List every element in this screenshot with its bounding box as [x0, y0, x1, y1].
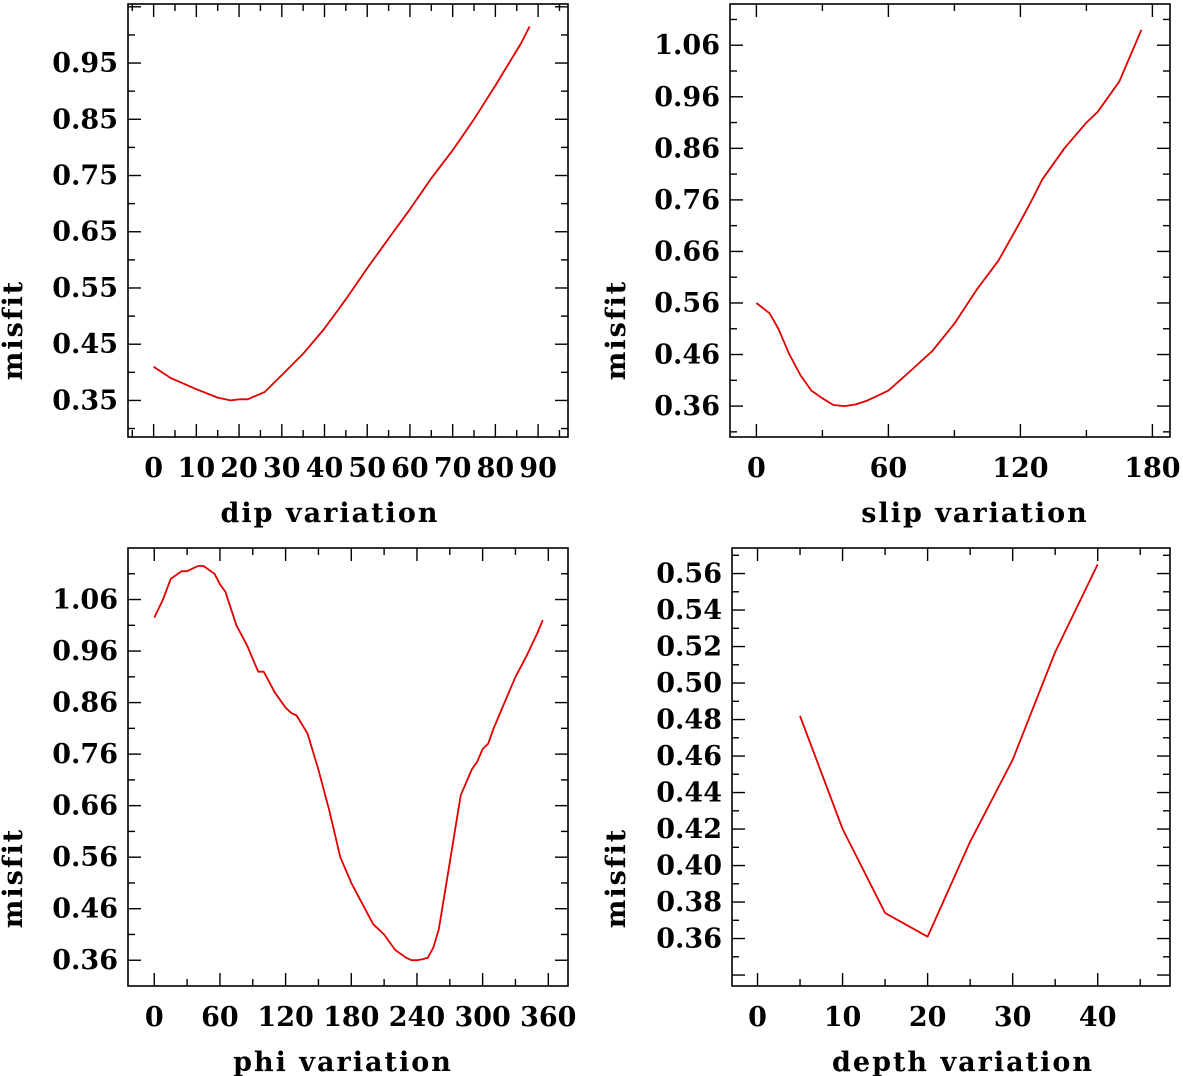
dip-y-tick-label: 0.85 — [52, 104, 118, 135]
phi-y-axis-title: misfit — [0, 828, 29, 928]
dip-y-axis-title: misfit — [0, 280, 29, 380]
depth-y-tick-label: 0.44 — [656, 778, 722, 809]
depth-y-tick-label: 0.40 — [656, 851, 722, 882]
dip-x-tick-label: 60 — [391, 453, 429, 484]
dip-x-tick-label: 80 — [477, 453, 515, 484]
depth-y-tick-label: 0.52 — [656, 632, 722, 663]
phi-y-tick-label: 0.56 — [52, 842, 118, 873]
slip-x-tick-label: 60 — [870, 453, 908, 484]
phi-x-tick-label: 300 — [454, 1002, 510, 1033]
slip-y-axis-title: misfit — [601, 280, 632, 380]
depth-misfit-line — [799, 564, 1099, 938]
phi-x-axis-title: phi variation — [233, 1047, 453, 1076]
depth-y-tick-label: 0.38 — [656, 887, 722, 918]
dip-plot-frame — [127, 3, 569, 438]
dip-y-tick-label: 0.75 — [52, 161, 118, 192]
dip-x-tick-label: 90 — [519, 453, 557, 484]
dip-panel: 0 10 20 30 40 50 60 70 80 90 0.35 0.45 0.55 0.65 0.75 0… — [0, 3, 569, 529]
slip-x-axis-title: slip variation — [861, 498, 1089, 529]
phi-y-tick-label: 0.86 — [52, 688, 118, 719]
depth-y-tick-label: 0.42 — [656, 814, 722, 845]
phi-x-tick-label: 240 — [389, 1002, 445, 1033]
depth-x-tick-label: 10 — [824, 1002, 862, 1033]
phi-y-tick-label: 0.76 — [52, 739, 118, 770]
slip-y-tick-label: 0.86 — [654, 133, 720, 164]
dip-y-tick-label: 0.55 — [52, 273, 118, 304]
phi-y-tick-label: 1.06 — [52, 585, 118, 616]
depth-y-tick-label: 0.56 — [656, 559, 722, 590]
phi-plot-frame — [127, 547, 569, 987]
dip-x-tick-label: 30 — [263, 453, 301, 484]
dip-y-tick-label: 0.65 — [52, 217, 118, 248]
slip-y-tick-label: 0.36 — [654, 391, 720, 422]
slip-y-tick-label: 0.56 — [654, 288, 720, 319]
dip-x-tick-label: 70 — [434, 453, 472, 484]
slip-misfit-line — [755, 29, 1143, 407]
slip-panel: 0 60 120 180 0.36 0.46 0.56 0.66 0.76 0.86 0.96 1.0… — [601, 3, 1181, 529]
dip-x-axis-title: dip variation — [221, 498, 440, 529]
phi-y-tick-label: 0.96 — [52, 636, 118, 667]
depth-y-tick-label: 0.50 — [656, 668, 722, 699]
dip-y-tick-label: 0.45 — [52, 329, 118, 360]
depth-x-tick-label: 30 — [994, 1002, 1032, 1033]
dip-x-tick-label: 50 — [348, 453, 386, 484]
slip-x-tick-label: 120 — [992, 453, 1048, 484]
dip-x-tick-label: 10 — [178, 453, 216, 484]
phi-x-tick-label: 0 — [145, 1002, 164, 1033]
depth-y-tick-label: 0.36 — [656, 924, 722, 955]
slip-y-tick-label: 0.76 — [654, 185, 720, 216]
dip-misfit-line — [153, 26, 531, 402]
slip-y-tick-label: 1.06 — [654, 30, 720, 61]
phi-x-tick-label: 60 — [201, 1002, 239, 1033]
depth-plot-frame — [731, 547, 1171, 987]
phi-misfit-line — [153, 565, 544, 962]
dip-x-tick-label: 0 — [144, 453, 163, 484]
dip-x-tick-label: 20 — [220, 453, 258, 484]
depth-y-tick-label: 0.48 — [656, 705, 722, 736]
slip-y-tick-label: 0.46 — [654, 340, 720, 371]
dip-x-tick-label: 40 — [306, 453, 344, 484]
slip-plot-frame — [729, 3, 1171, 438]
depth-y-axis-title: misfit — [601, 828, 632, 928]
dip-y-tick-label: 0.35 — [52, 385, 118, 416]
slip-y-tick-label: 0.66 — [654, 236, 720, 267]
dip-y-tick-label: 0.95 — [52, 48, 118, 79]
phi-x-tick-label: 120 — [257, 1002, 313, 1033]
phi-y-tick-label: 0.36 — [52, 945, 118, 976]
depth-x-tick-label: 40 — [1079, 1002, 1117, 1033]
phi-x-tick-label: 180 — [323, 1002, 379, 1033]
phi-y-tick-label: 0.46 — [52, 894, 118, 925]
slip-y-tick-label: 0.96 — [654, 82, 720, 113]
slip-x-tick-label: 0 — [747, 453, 766, 484]
phi-y-tick-label: 0.66 — [52, 791, 118, 822]
depth-x-axis-title: depth variation — [832, 1047, 1094, 1076]
slip-x-tick-label: 180 — [1124, 453, 1180, 484]
phi-x-tick-label: 360 — [520, 1002, 576, 1033]
depth-x-tick-label: 0 — [748, 1002, 767, 1033]
depth-x-tick-label: 20 — [909, 1002, 947, 1033]
depth-y-tick-label: 0.46 — [656, 741, 722, 772]
depth-panel: 0 10 20 30 40 0.36 0.38 0.40 0.42 0.44 0.46 0.48 0.5… — [601, 547, 1171, 1076]
depth-y-tick-label: 0.54 — [656, 595, 722, 626]
phi-panel: 0 60 120 180 240 300 360 0.36 0.46 0.56 0.66 0.76 0.… — [0, 547, 576, 1076]
